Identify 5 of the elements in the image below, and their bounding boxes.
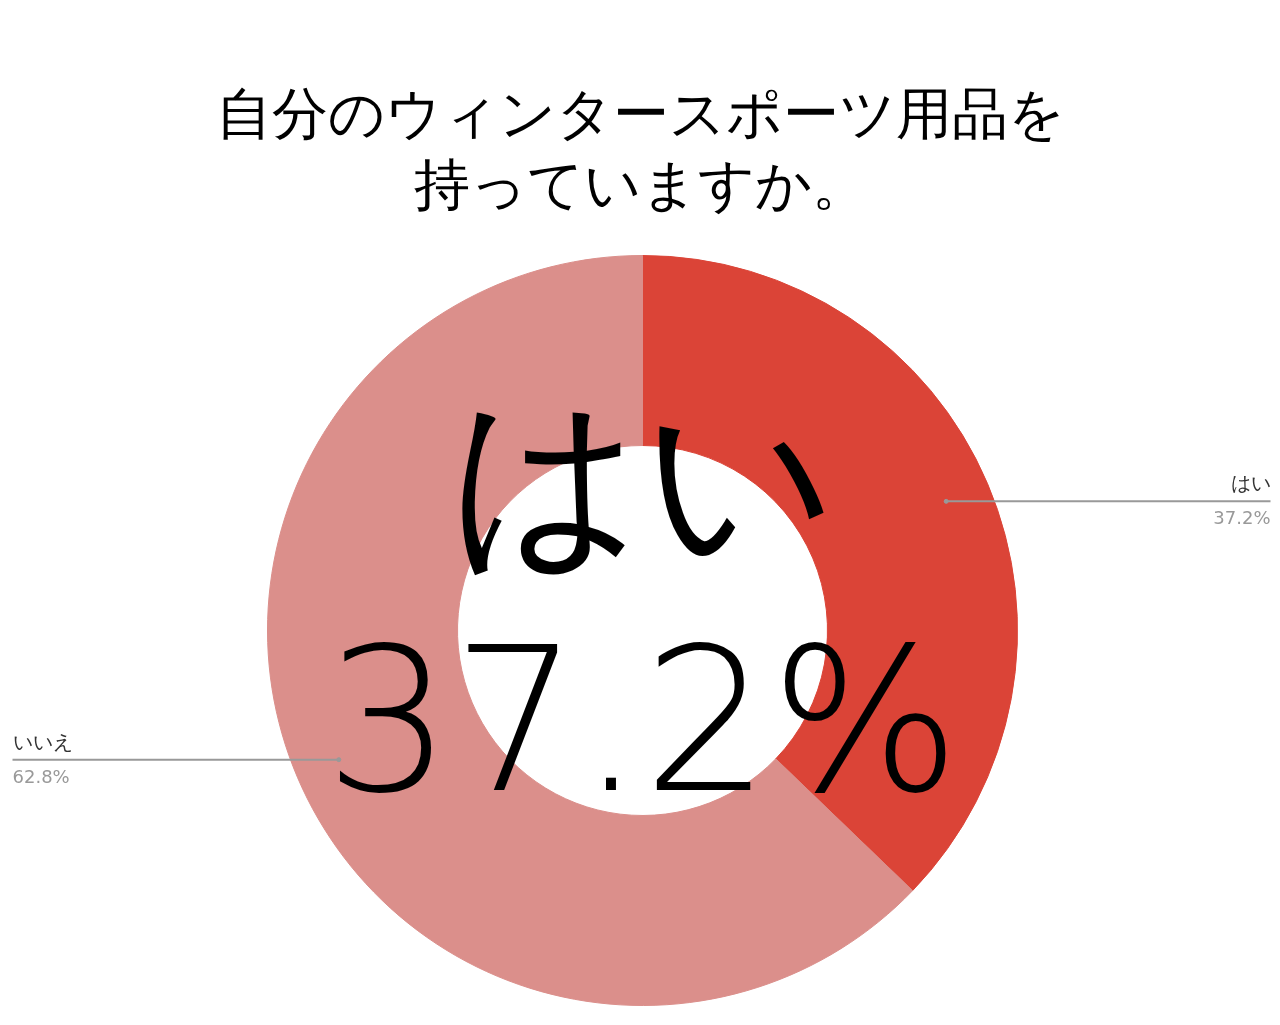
slice-label: いいえ: [12, 729, 73, 754]
slice-label: はい: [1230, 471, 1271, 496]
data-label: 37.2%: [1213, 507, 1271, 529]
chart-title: 自分のウィンタースポーツ用品を持っていますか。: [216, 80, 1065, 217]
data-label: 62.8%: [12, 765, 70, 787]
